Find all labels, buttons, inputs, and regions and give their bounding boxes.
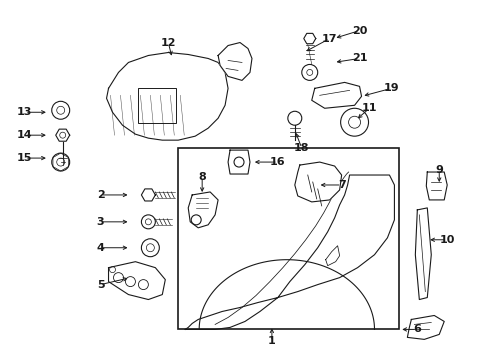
Polygon shape bbox=[295, 162, 342, 202]
Text: 19: 19 bbox=[384, 84, 399, 93]
Text: 8: 8 bbox=[198, 172, 206, 182]
Text: 11: 11 bbox=[362, 103, 377, 113]
Text: 3: 3 bbox=[97, 217, 104, 227]
Text: 9: 9 bbox=[435, 165, 443, 175]
Bar bbox=[138, 88, 176, 123]
Text: 12: 12 bbox=[161, 37, 176, 48]
Text: 14: 14 bbox=[17, 130, 33, 140]
Polygon shape bbox=[416, 208, 431, 300]
Text: 5: 5 bbox=[97, 280, 104, 289]
Text: 13: 13 bbox=[17, 107, 32, 117]
Text: 21: 21 bbox=[352, 54, 368, 63]
Text: 1: 1 bbox=[268, 336, 276, 346]
Polygon shape bbox=[407, 315, 444, 339]
Polygon shape bbox=[188, 192, 218, 228]
Text: 16: 16 bbox=[270, 157, 286, 167]
Text: 15: 15 bbox=[17, 153, 32, 163]
Polygon shape bbox=[426, 172, 447, 200]
Text: 2: 2 bbox=[97, 190, 104, 200]
Polygon shape bbox=[108, 262, 165, 300]
Text: 6: 6 bbox=[414, 324, 421, 334]
Text: 10: 10 bbox=[440, 235, 455, 245]
Text: 4: 4 bbox=[97, 243, 104, 253]
Polygon shape bbox=[218, 42, 252, 80]
Text: 18: 18 bbox=[294, 143, 310, 153]
Text: 17: 17 bbox=[322, 33, 338, 44]
Text: 7: 7 bbox=[338, 180, 345, 190]
Polygon shape bbox=[106, 53, 228, 140]
Text: 20: 20 bbox=[352, 26, 367, 36]
Polygon shape bbox=[228, 150, 250, 174]
Bar bbox=[178, 148, 399, 329]
Polygon shape bbox=[312, 82, 362, 108]
